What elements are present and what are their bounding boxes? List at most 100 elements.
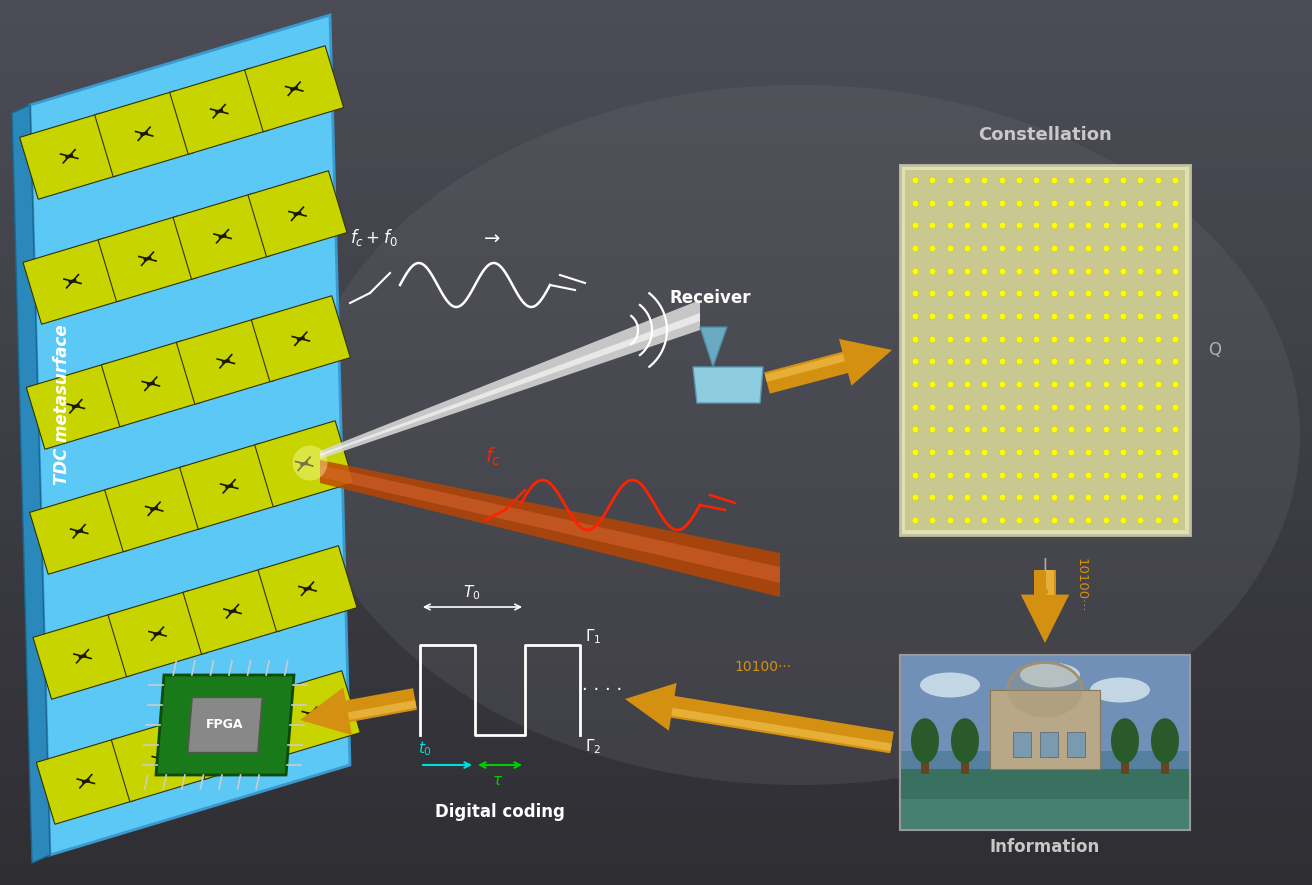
Bar <box>921 754 929 773</box>
Bar <box>0 111 1312 121</box>
Polygon shape <box>176 319 276 404</box>
Bar <box>0 420 1312 432</box>
Bar <box>0 366 1312 376</box>
Bar <box>0 276 1312 288</box>
Text: 10100···: 10100··· <box>733 660 791 674</box>
Bar <box>0 874 1312 885</box>
Bar <box>0 664 1312 674</box>
Text: TDC metasurface: TDC metasurface <box>52 325 71 485</box>
Bar <box>900 165 1190 535</box>
Text: $f_c$: $f_c$ <box>485 446 501 468</box>
Polygon shape <box>26 363 126 450</box>
Bar <box>0 288 1312 299</box>
Ellipse shape <box>1008 663 1082 718</box>
Bar <box>0 255 1312 266</box>
Text: Constellation: Constellation <box>979 126 1111 144</box>
Bar <box>900 655 1190 830</box>
Bar <box>0 442 1312 453</box>
Bar <box>0 99 1312 111</box>
Bar <box>0 742 1312 752</box>
Polygon shape <box>1021 570 1069 643</box>
Bar <box>0 66 1312 78</box>
Text: FPGA: FPGA <box>206 719 244 732</box>
Bar <box>0 299 1312 310</box>
Polygon shape <box>182 568 282 654</box>
Polygon shape <box>173 193 272 280</box>
Polygon shape <box>156 675 294 775</box>
Bar <box>0 332 1312 343</box>
Bar <box>0 730 1312 742</box>
Bar <box>0 0 1312 12</box>
Polygon shape <box>169 68 269 154</box>
Bar <box>0 786 1312 796</box>
Ellipse shape <box>920 673 980 697</box>
Bar <box>0 609 1312 620</box>
Bar <box>0 354 1312 365</box>
Polygon shape <box>244 46 344 132</box>
Polygon shape <box>300 688 417 735</box>
Bar <box>0 620 1312 630</box>
Text: $t_0$: $t_0$ <box>419 739 432 758</box>
Polygon shape <box>20 113 118 199</box>
Bar <box>0 388 1312 398</box>
Polygon shape <box>186 693 285 780</box>
Bar <box>0 431 1312 442</box>
Polygon shape <box>98 216 197 302</box>
Text: Digital coding: Digital coding <box>436 803 565 821</box>
Bar <box>0 719 1312 730</box>
Bar <box>900 769 1190 830</box>
Bar <box>0 630 1312 642</box>
Bar <box>0 210 1312 221</box>
Bar <box>900 655 1190 830</box>
Bar <box>900 798 1190 830</box>
Bar <box>0 22 1312 33</box>
Text: $T_0$: $T_0$ <box>463 583 480 602</box>
Bar <box>0 88 1312 99</box>
Bar <box>0 597 1312 609</box>
Bar <box>0 320 1312 332</box>
Bar <box>0 11 1312 22</box>
Bar <box>1067 732 1085 757</box>
Bar <box>0 310 1312 320</box>
Bar <box>0 807 1312 819</box>
Polygon shape <box>672 708 892 751</box>
Bar <box>0 819 1312 830</box>
Polygon shape <box>320 460 781 597</box>
Bar <box>991 690 1099 769</box>
Polygon shape <box>12 105 50 863</box>
Bar <box>0 55 1312 66</box>
Bar <box>1040 732 1057 757</box>
Bar <box>0 266 1312 276</box>
Bar <box>0 221 1312 232</box>
Ellipse shape <box>1151 719 1179 763</box>
Polygon shape <box>348 700 417 720</box>
Polygon shape <box>764 339 892 394</box>
Bar <box>0 232 1312 243</box>
Bar <box>0 133 1312 144</box>
Text: $\Gamma_1$: $\Gamma_1$ <box>585 627 601 646</box>
Bar <box>0 796 1312 807</box>
Bar <box>0 642 1312 653</box>
Bar <box>0 189 1312 199</box>
Polygon shape <box>108 591 207 677</box>
Polygon shape <box>101 341 201 427</box>
Bar <box>1013 732 1031 757</box>
Bar <box>0 708 1312 719</box>
Polygon shape <box>320 465 781 583</box>
Bar <box>0 774 1312 786</box>
Text: $\rightarrow$: $\rightarrow$ <box>480 228 501 247</box>
Bar <box>0 509 1312 519</box>
Polygon shape <box>30 15 350 855</box>
Polygon shape <box>30 489 129 574</box>
Polygon shape <box>693 367 764 403</box>
Polygon shape <box>105 466 203 551</box>
Text: Receiver: Receiver <box>669 289 750 307</box>
Ellipse shape <box>1019 663 1080 688</box>
Bar <box>960 754 970 773</box>
Bar <box>0 243 1312 255</box>
Text: 10100···: 10100··· <box>1075 558 1088 612</box>
Bar <box>0 398 1312 409</box>
Bar <box>0 78 1312 88</box>
Bar <box>0 33 1312 44</box>
Polygon shape <box>261 671 361 757</box>
